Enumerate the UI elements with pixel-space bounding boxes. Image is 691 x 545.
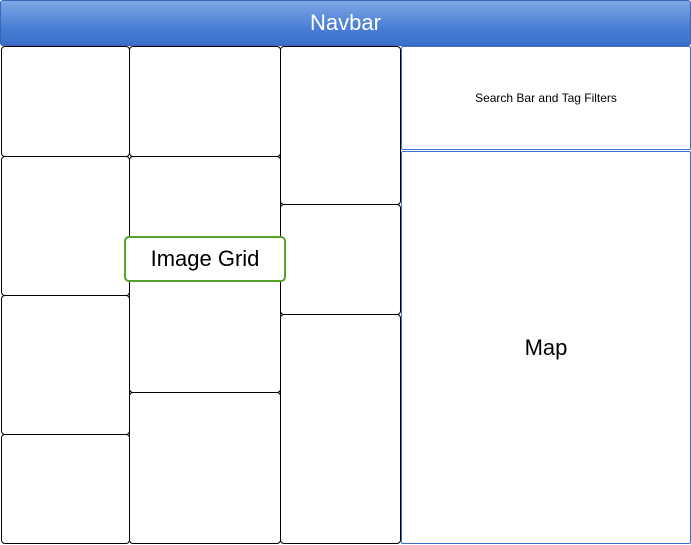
grid-tile: [1, 156, 130, 296]
grid-tile: [129, 392, 281, 544]
grid-tile: [280, 314, 401, 544]
navbar-title: Navbar: [310, 10, 381, 35]
grid-tile: [280, 46, 401, 205]
grid-tile: [280, 204, 401, 315]
image-grid-label-text: Image Grid: [150, 246, 260, 271]
grid-tile: [129, 46, 281, 157]
map-panel: Map: [401, 151, 691, 544]
search-bar-and-tag-filters: Search Bar and Tag Filters: [401, 46, 691, 150]
image-grid-label: Image Grid: [124, 236, 286, 282]
search-panel-label: Search Bar and Tag Filters: [475, 91, 617, 105]
map-label: Map: [524, 334, 568, 360]
navbar: Navbar: [0, 0, 691, 46]
grid-tile: [1, 295, 130, 435]
grid-tile: [1, 46, 130, 157]
grid-tile: [1, 434, 130, 544]
